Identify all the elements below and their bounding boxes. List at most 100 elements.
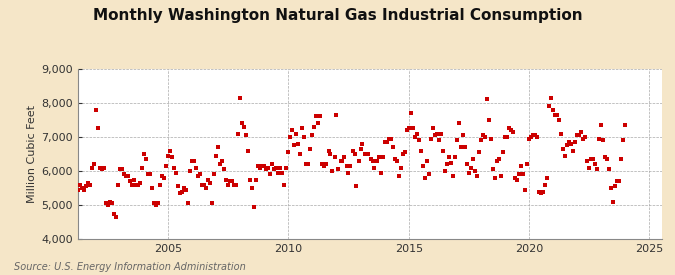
Point [421, 159, 432, 163]
Point [556, 131, 566, 136]
Point [114, 167, 125, 172]
Point [458, 133, 468, 138]
Point [217, 159, 227, 163]
Point [122, 174, 133, 178]
Point [113, 183, 124, 187]
Point [299, 135, 310, 139]
Point [590, 162, 601, 166]
Point [452, 138, 462, 142]
Point [279, 183, 290, 187]
Point [485, 136, 496, 141]
Point [534, 189, 545, 194]
Point [219, 167, 230, 172]
Point [120, 174, 131, 178]
Point [337, 159, 348, 163]
Point [186, 159, 197, 163]
Point [383, 136, 394, 141]
Point [70, 184, 81, 189]
Point [468, 157, 479, 161]
Point [295, 152, 306, 156]
Point [339, 155, 350, 160]
Point [335, 159, 346, 163]
Point [132, 183, 143, 187]
Point [489, 176, 500, 180]
Point [580, 135, 591, 139]
Point [558, 147, 568, 151]
Point [524, 136, 535, 141]
Point [171, 170, 182, 175]
Point [110, 215, 121, 219]
Point [385, 136, 396, 141]
Point [254, 166, 265, 170]
Point [549, 112, 560, 117]
Point [367, 159, 378, 163]
Point [504, 126, 514, 131]
Point [493, 157, 504, 161]
Point [311, 114, 322, 119]
Point [181, 188, 192, 192]
Point [554, 118, 564, 122]
Point [353, 159, 364, 163]
Point [196, 183, 207, 187]
Point [309, 125, 320, 129]
Point [471, 174, 482, 178]
Point [596, 123, 607, 127]
Point [506, 128, 516, 132]
Point [321, 162, 331, 166]
Point [241, 133, 252, 138]
Point [570, 140, 580, 144]
Point [323, 148, 334, 153]
Point [566, 142, 576, 146]
Point [248, 205, 259, 209]
Point [377, 155, 388, 160]
Point [190, 166, 201, 170]
Point [381, 140, 392, 144]
Point [429, 133, 440, 138]
Point [317, 162, 328, 166]
Point [80, 184, 91, 189]
Point [588, 157, 599, 161]
Point [578, 136, 589, 141]
Point [538, 189, 549, 194]
Point [130, 183, 141, 187]
Point [159, 176, 169, 180]
Point [614, 179, 625, 183]
Point [231, 183, 242, 187]
Point [281, 166, 292, 170]
Point [305, 147, 316, 151]
Point [182, 201, 193, 206]
Point [497, 150, 508, 155]
Point [202, 177, 213, 182]
Point [543, 104, 554, 108]
Point [608, 200, 619, 204]
Point [333, 167, 344, 172]
Point [237, 121, 248, 125]
Point [341, 164, 352, 168]
Point [163, 153, 173, 158]
Point [293, 142, 304, 146]
Point [192, 174, 203, 178]
Point [536, 191, 547, 196]
Point [257, 164, 268, 168]
Point [148, 201, 159, 206]
Point [405, 111, 416, 115]
Point [101, 201, 111, 206]
Point [491, 159, 502, 163]
Point [540, 183, 551, 187]
Point [229, 183, 240, 187]
Point [520, 188, 531, 192]
Point [582, 159, 593, 163]
Point [437, 148, 448, 153]
Point [415, 148, 426, 153]
Point [393, 174, 404, 178]
Point [175, 191, 186, 196]
Point [481, 97, 492, 102]
Point [211, 153, 221, 158]
Text: Source: U.S. Energy Information Administration: Source: U.S. Energy Information Administ… [14, 262, 245, 272]
Point [90, 108, 101, 112]
Point [104, 200, 115, 204]
Point [446, 160, 456, 165]
Point [443, 155, 454, 160]
Point [355, 147, 366, 151]
Point [153, 201, 163, 206]
